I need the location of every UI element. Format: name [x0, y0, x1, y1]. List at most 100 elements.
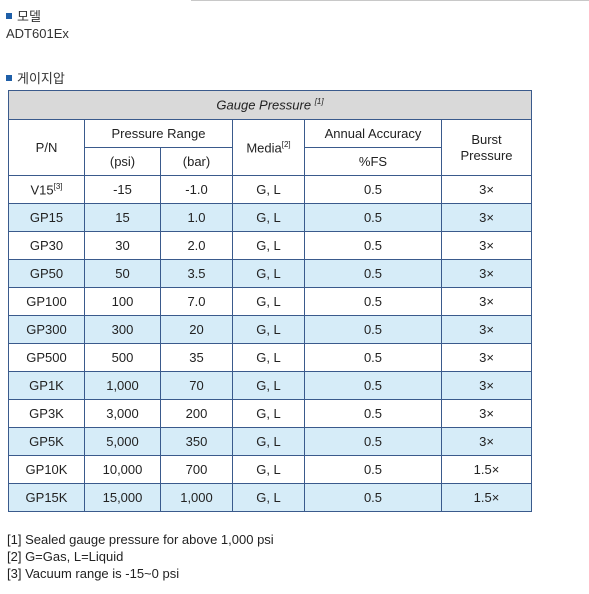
pn-cell-text: V15	[30, 182, 54, 198]
header-bar: (bar)	[160, 147, 233, 176]
gauge-section-title: 게이지압	[6, 68, 65, 87]
accuracy-cell: 0.5	[304, 427, 442, 456]
header-media: Media[2]	[232, 119, 305, 176]
burst-cell: 3×	[440, 175, 533, 204]
media-cell-text: G, L	[256, 322, 281, 337]
pn-cell-text: GP5K	[29, 434, 64, 449]
header-psi: (psi)	[84, 147, 161, 176]
burst-cell: 3×	[440, 287, 533, 316]
burst-cell: 3×	[440, 203, 533, 232]
bar-cell: 200	[160, 399, 233, 428]
accuracy-cell-text: 0.5	[363, 462, 383, 477]
psi-cell: 1,000	[84, 371, 161, 400]
media-cell: G, L	[232, 231, 305, 260]
psi-cell: 300	[84, 315, 161, 344]
accuracy-cell-text: 0.5	[363, 406, 383, 421]
accuracy-cell: 0.5	[304, 399, 442, 428]
pn-cell: GP100	[8, 287, 85, 316]
media-cell: G, L	[232, 203, 305, 232]
accuracy-cell: 0.5	[304, 259, 442, 288]
psi-cell-text: 15	[115, 210, 130, 225]
bar-cell: 20	[160, 315, 233, 344]
header-burst: Burst Pressure	[440, 119, 533, 176]
pn-cell-text: GP100	[26, 294, 67, 309]
accuracy-cell-text: 0.5	[363, 294, 383, 309]
pn-cell-text: GP15K	[25, 490, 68, 505]
media-cell: G, L	[232, 175, 305, 204]
pn-cell: GP30	[8, 231, 85, 260]
header-row: P/N Pressure Range Media[2] Annual Accur…	[8, 119, 533, 176]
pn-cell: GP1K	[8, 371, 85, 400]
accuracy-cell-text: 0.5	[363, 434, 383, 449]
psi-cell: -15	[84, 175, 161, 204]
psi-cell-text: 10,000	[102, 462, 143, 477]
header-accuracy-unit: %FS	[304, 147, 442, 176]
psi-cell: 50	[84, 259, 161, 288]
burst-cell: 3×	[440, 371, 533, 400]
media-cell: G, L	[232, 259, 305, 288]
pn-cell: GP500	[8, 343, 85, 372]
pn-cell: GP300	[8, 315, 85, 344]
gauge-section-label: 게이지압	[17, 71, 65, 86]
table-row: GP5K 5,000 350 G, L 0.5 3×	[8, 427, 533, 456]
header-burst-line1: Burst	[471, 131, 502, 147]
burst-cell-text: 3×	[479, 182, 494, 197]
bar-cell-text: 200	[185, 406, 208, 421]
table-row: GP1K 1,000 70 G, L 0.5 3×	[8, 371, 533, 400]
burst-cell-text: 3×	[479, 434, 494, 449]
psi-cell-text: 1,000	[106, 378, 139, 393]
table-row: GP500 500 35 G, L 0.5 3×	[8, 343, 533, 372]
psi-cell-text: 30	[115, 238, 130, 253]
header-media-note: [2]	[281, 139, 291, 149]
burst-cell: 1.5×	[440, 455, 533, 484]
pn-cell: GP5K	[8, 427, 85, 456]
pn-cell: GP50	[8, 259, 85, 288]
accuracy-cell-text: 0.5	[363, 322, 383, 337]
burst-cell: 3×	[440, 259, 533, 288]
bar-cell: 7.0	[160, 287, 233, 316]
footnote: [2] G=Gas, L=Liquid	[7, 549, 124, 564]
bar-cell: 2.0	[160, 231, 233, 260]
media-cell-text: G, L	[256, 210, 281, 225]
psi-cell-text: 500	[111, 350, 134, 365]
bar-cell-text: 3.5	[187, 266, 206, 281]
accuracy-cell: 0.5	[304, 231, 442, 260]
bar-cell: 700	[160, 455, 233, 484]
accuracy-cell-text: 0.5	[363, 182, 383, 197]
pn-cell-text: GP10K	[25, 462, 68, 477]
accuracy-cell: 0.5	[304, 315, 442, 344]
table-row: GP3K 3,000 200 G, L 0.5 3×	[8, 399, 533, 428]
burst-cell: 3×	[440, 315, 533, 344]
square-bullet-icon	[6, 12, 12, 19]
pn-cell: GP10K	[8, 455, 85, 484]
bar-cell-text: 2.0	[187, 238, 206, 253]
accuracy-cell-text: 0.5	[363, 266, 383, 281]
pn-cell-text: GP1K	[29, 378, 64, 393]
header-media-label: Media	[246, 140, 282, 156]
footnotes: [1] Sealed gauge pressure for above 1,00…	[7, 531, 274, 582]
psi-cell: 3,000	[84, 399, 161, 428]
bar-cell: 3.5	[160, 259, 233, 288]
burst-cell: 1.5×	[440, 483, 533, 512]
media-cell-text: G, L	[256, 462, 281, 477]
media-cell-text: G, L	[256, 434, 281, 449]
media-cell-text: G, L	[256, 238, 281, 253]
square-bullet-icon	[6, 74, 12, 81]
table-row: GP100 100 7.0 G, L 0.5 3×	[8, 287, 533, 316]
accuracy-cell-text: 0.5	[363, 350, 383, 365]
media-cell-text: G, L	[256, 490, 281, 505]
pn-cell-text: GP30	[29, 238, 64, 253]
media-cell-text: G, L	[256, 266, 281, 281]
accuracy-cell-text: 0.5	[363, 490, 383, 505]
burst-cell-text: 3×	[479, 322, 494, 337]
pn-cell-text: GP3K	[29, 406, 64, 421]
bar-cell-text: 1.0	[187, 210, 206, 225]
accuracy-cell-text: 0.5	[363, 378, 383, 393]
media-cell: G, L	[232, 287, 305, 316]
table-row: GP50 50 3.5 G, L 0.5 3×	[8, 259, 533, 288]
gauge-pressure-table: Gauge Pressure [1] P/N Pressure Range Me…	[7, 90, 533, 512]
psi-cell-text: 50	[115, 266, 130, 281]
pn-cell-text: GP15	[29, 210, 64, 225]
burst-cell: 3×	[440, 343, 533, 372]
pn-cell: GP15	[8, 203, 85, 232]
